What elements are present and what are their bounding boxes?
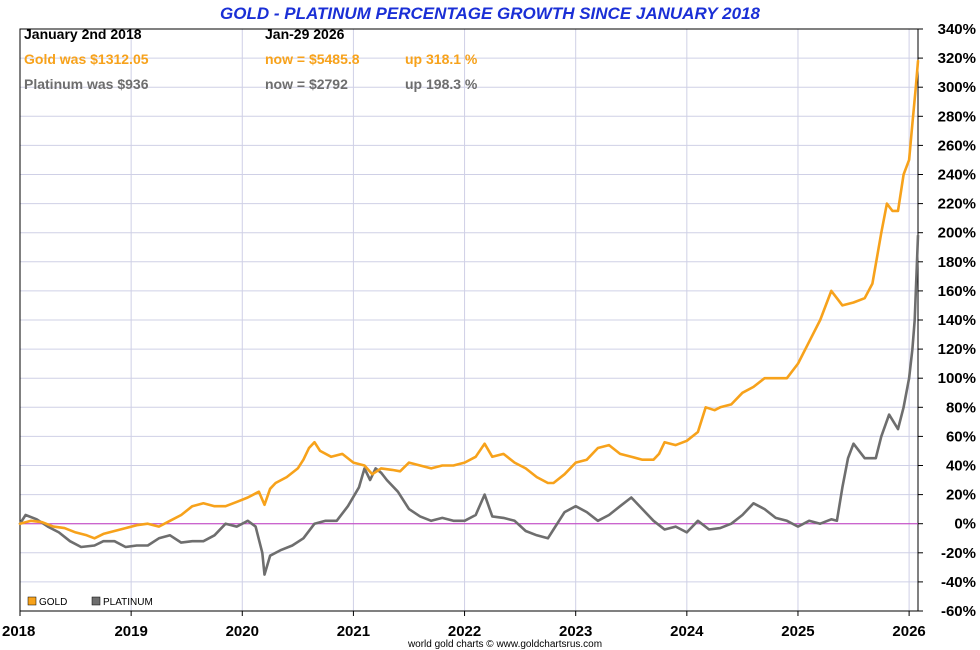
y-tick-label: 20% <box>946 487 976 504</box>
legend-swatch-gold <box>27 596 37 606</box>
y-tick-label: -40% <box>941 574 976 591</box>
y-tick-label: 140% <box>938 312 976 329</box>
y-tick-label: 240% <box>938 167 976 184</box>
gold-was-label: Gold was $1312.05 <box>24 51 149 67</box>
y-tick-label: 220% <box>938 196 976 213</box>
y-tick-label: 40% <box>946 458 976 475</box>
y-tick-label: 320% <box>938 50 976 67</box>
gold-now-label: now = $5485.8 <box>265 51 360 67</box>
x-tick-label: 2019 <box>114 623 147 640</box>
platinum-was-label: Platinum was $936 <box>24 76 149 92</box>
end-date-label: Jan-29 2026 <box>265 26 345 42</box>
y-tick-label: 80% <box>946 399 976 416</box>
y-tick-label: 160% <box>938 283 976 300</box>
x-tick-label: 2024 <box>670 623 704 640</box>
y-tick-label: 340% <box>938 21 976 38</box>
y-axis-ticks: -60% -40% -20% 0% 20% 40% 60% 80% 100% 120% 140% 16… <box>918 21 976 620</box>
y-tick-label: -60% <box>941 603 976 620</box>
x-tick-label: 2018 <box>2 623 35 640</box>
chart-credit: world gold charts © www.goldchartsrus.co… <box>407 639 602 650</box>
x-tick-label: 2025 <box>781 623 814 640</box>
x-axis-ticks: 2018 2019 2020 2021 2022 2023 2024 2025 2026 <box>2 611 926 640</box>
series-line-gold <box>18 59 920 540</box>
y-tick-label: 120% <box>938 341 976 358</box>
y-tick-label: 60% <box>946 428 976 445</box>
x-tick-label: 2022 <box>448 623 481 640</box>
series-lines <box>18 59 920 576</box>
platinum-now-label: now = $2792 <box>265 76 348 92</box>
y-tick-label: 0% <box>954 516 976 533</box>
legend: GOLD PLATINUM <box>27 596 153 608</box>
y-tick-label: -20% <box>941 545 976 562</box>
chart-title: GOLD - PLATINUM PERCENTAGE GROWTH SINCE … <box>220 4 761 23</box>
y-tick-label: 280% <box>938 108 976 125</box>
start-date-label: January 2nd 2018 <box>24 26 142 42</box>
y-tick-label: 200% <box>938 225 976 242</box>
y-tick-label: 300% <box>938 79 976 96</box>
series-line-platinum <box>18 234 920 576</box>
gold-up-label: up 318.1 % <box>405 51 478 67</box>
x-tick-label: 2021 <box>337 623 370 640</box>
legend-label-platinum: PLATINUM <box>103 597 153 608</box>
y-tick-label: 260% <box>938 137 976 154</box>
x-tick-label: 2023 <box>559 623 592 640</box>
legend-label-gold: GOLD <box>39 597 67 608</box>
y-tick-label: 100% <box>938 370 976 387</box>
platinum-up-label: up 198.3 % <box>405 76 478 92</box>
legend-swatch-platinum <box>91 596 101 606</box>
x-tick-label: 2026 <box>892 623 925 640</box>
y-tick-label: 180% <box>938 254 976 271</box>
x-tick-label: 2020 <box>226 623 259 640</box>
